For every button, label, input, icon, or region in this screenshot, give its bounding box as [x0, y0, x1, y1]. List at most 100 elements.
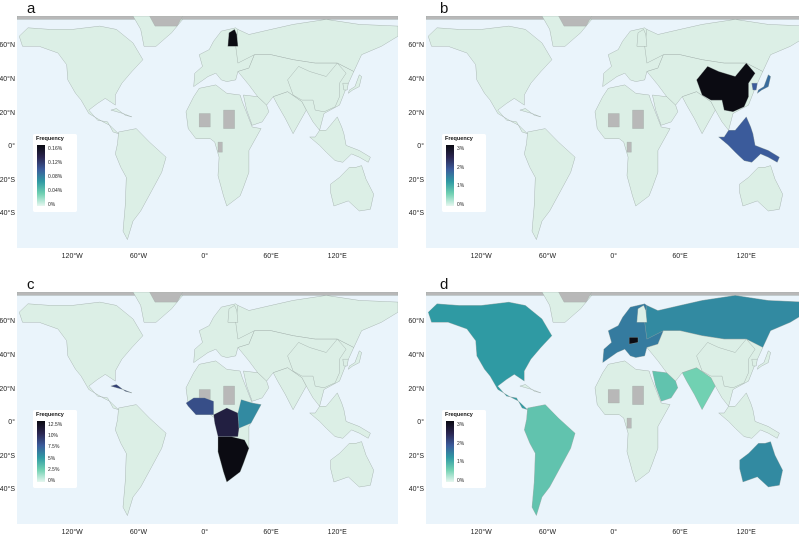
legend-color-bar — [37, 421, 45, 482]
longitude-label: 120°E — [327, 253, 347, 260]
world-map — [426, 16, 799, 241]
legend-color-bar — [446, 145, 454, 206]
legend-color-bar — [446, 421, 454, 482]
legend-tick-label: 3% — [457, 146, 465, 152]
latitude-label: 0° — [8, 419, 15, 427]
legend-tick-label: 0.04% — [48, 188, 63, 194]
region-highlight-japan — [757, 74, 771, 94]
region-middle-east — [243, 94, 270, 126]
no-data-region — [217, 141, 223, 153]
panel-letter: a — [27, 0, 36, 17]
region-antarctic — [426, 292, 799, 296]
longitude-label: 120°W — [470, 253, 492, 260]
region-korea — [751, 359, 758, 367]
region-korea — [342, 83, 349, 91]
region-south-asia — [681, 91, 716, 135]
frequency-legend: Frequency 3% 2% 1% 0% — [442, 410, 486, 488]
region-southeast-asia — [309, 392, 371, 439]
region-china — [696, 338, 756, 389]
longitude-label: 120°E — [327, 529, 347, 536]
world-map — [426, 292, 799, 517]
longitude-label: 0° — [201, 253, 209, 260]
world-map — [17, 292, 398, 517]
latitude-label: 20°N — [408, 385, 424, 393]
legend-tick-label: 5% — [48, 455, 56, 462]
region-highlight-southern-africa — [217, 436, 250, 483]
latitude-label: 40°N — [408, 351, 424, 359]
region-australia — [330, 165, 374, 212]
latitude-label: 40°N — [0, 351, 15, 359]
legend-title: Frequency — [445, 412, 473, 418]
latitude-label: 60°N — [0, 42, 15, 50]
legend-title: Frequency — [445, 136, 473, 142]
legend-tick-label: 1% — [457, 183, 465, 190]
region-south-america — [115, 128, 167, 241]
longitude-label: 120°W — [61, 253, 83, 260]
region-highlight-finland — [227, 29, 239, 47]
no-data-region — [608, 389, 620, 404]
legend-tick-label: 0% — [457, 202, 465, 208]
legend-tick-label: 0% — [48, 478, 56, 484]
region-caribbean — [519, 384, 541, 394]
region-middle-east — [243, 370, 270, 402]
region-highlight-central-europe — [629, 337, 639, 345]
region-australia — [739, 165, 783, 212]
legend-tick-label: 1% — [457, 459, 465, 466]
legend-tick-label: 0.12% — [48, 160, 63, 166]
longitude-label: 120°W — [470, 529, 492, 536]
region-caribbean — [110, 108, 132, 118]
legend-tick-label: 2% — [457, 440, 465, 447]
region-south-america — [115, 404, 167, 517]
no-data-region — [149, 16, 183, 27]
no-data-region — [223, 385, 235, 405]
latitude-label: 60°N — [0, 318, 15, 326]
region-highlight-korea — [751, 83, 758, 91]
longitude-label: 120°E — [736, 253, 756, 260]
longitude-label: 0° — [201, 529, 209, 536]
panel-letter: c — [27, 276, 35, 293]
region-japan — [756, 350, 771, 370]
latitude-label: 20°S — [0, 452, 15, 460]
legend-tick-label: 2% — [457, 164, 465, 171]
region-south-america — [524, 404, 576, 517]
legend-tick-label: 2.5% — [48, 466, 60, 473]
latitude-label: 60°N — [408, 318, 424, 326]
longitude-label: 120°W — [61, 529, 83, 536]
region-north-america — [18, 25, 144, 134]
no-data-region — [632, 109, 644, 129]
region-highlight-china — [696, 62, 756, 112]
region-highlight-east-africa — [237, 399, 262, 429]
legend-tick-label: 3% — [457, 422, 465, 428]
frequency-legend: Frequency 3% 2% 1% 0% — [442, 134, 486, 212]
region-australia — [330, 441, 374, 488]
latitude-label: 40°S — [0, 210, 15, 218]
panel-letter: d — [440, 276, 449, 293]
region-japan — [347, 350, 362, 370]
legend-title: Frequency — [36, 136, 64, 142]
latitude-label: 20°S — [408, 176, 424, 184]
latitude-label: 20°S — [0, 176, 15, 184]
no-data-region — [199, 113, 211, 128]
region-japan — [347, 74, 362, 94]
legend-title: Frequency — [36, 412, 64, 418]
longitude-label: 60°W — [538, 529, 557, 536]
latitude-label: 20°S — [408, 452, 424, 460]
latitude-label: 20°N — [0, 385, 15, 393]
latitude-label: 40°S — [408, 210, 424, 218]
region-antarctic — [17, 292, 398, 296]
longitude-label: 60°W — [129, 529, 148, 536]
region-antarctic — [426, 16, 799, 20]
region-finland — [636, 29, 648, 47]
latitude-label: 0° — [8, 143, 15, 151]
latitude-label: 20°N — [408, 109, 424, 117]
region-australia — [739, 441, 783, 488]
region-antarctic — [17, 16, 398, 20]
region-southeast-asia — [309, 116, 371, 163]
frequency-legend: Frequency 12.5% 10% 7.5% 5% 2.5% 0% — [33, 410, 77, 488]
world-map — [17, 16, 398, 241]
region-korea — [342, 359, 349, 367]
longitude-label: 60°E — [672, 529, 688, 536]
no-data-region — [626, 141, 632, 153]
region-south-america — [524, 128, 576, 241]
legend-tick-label: 0% — [48, 202, 56, 208]
